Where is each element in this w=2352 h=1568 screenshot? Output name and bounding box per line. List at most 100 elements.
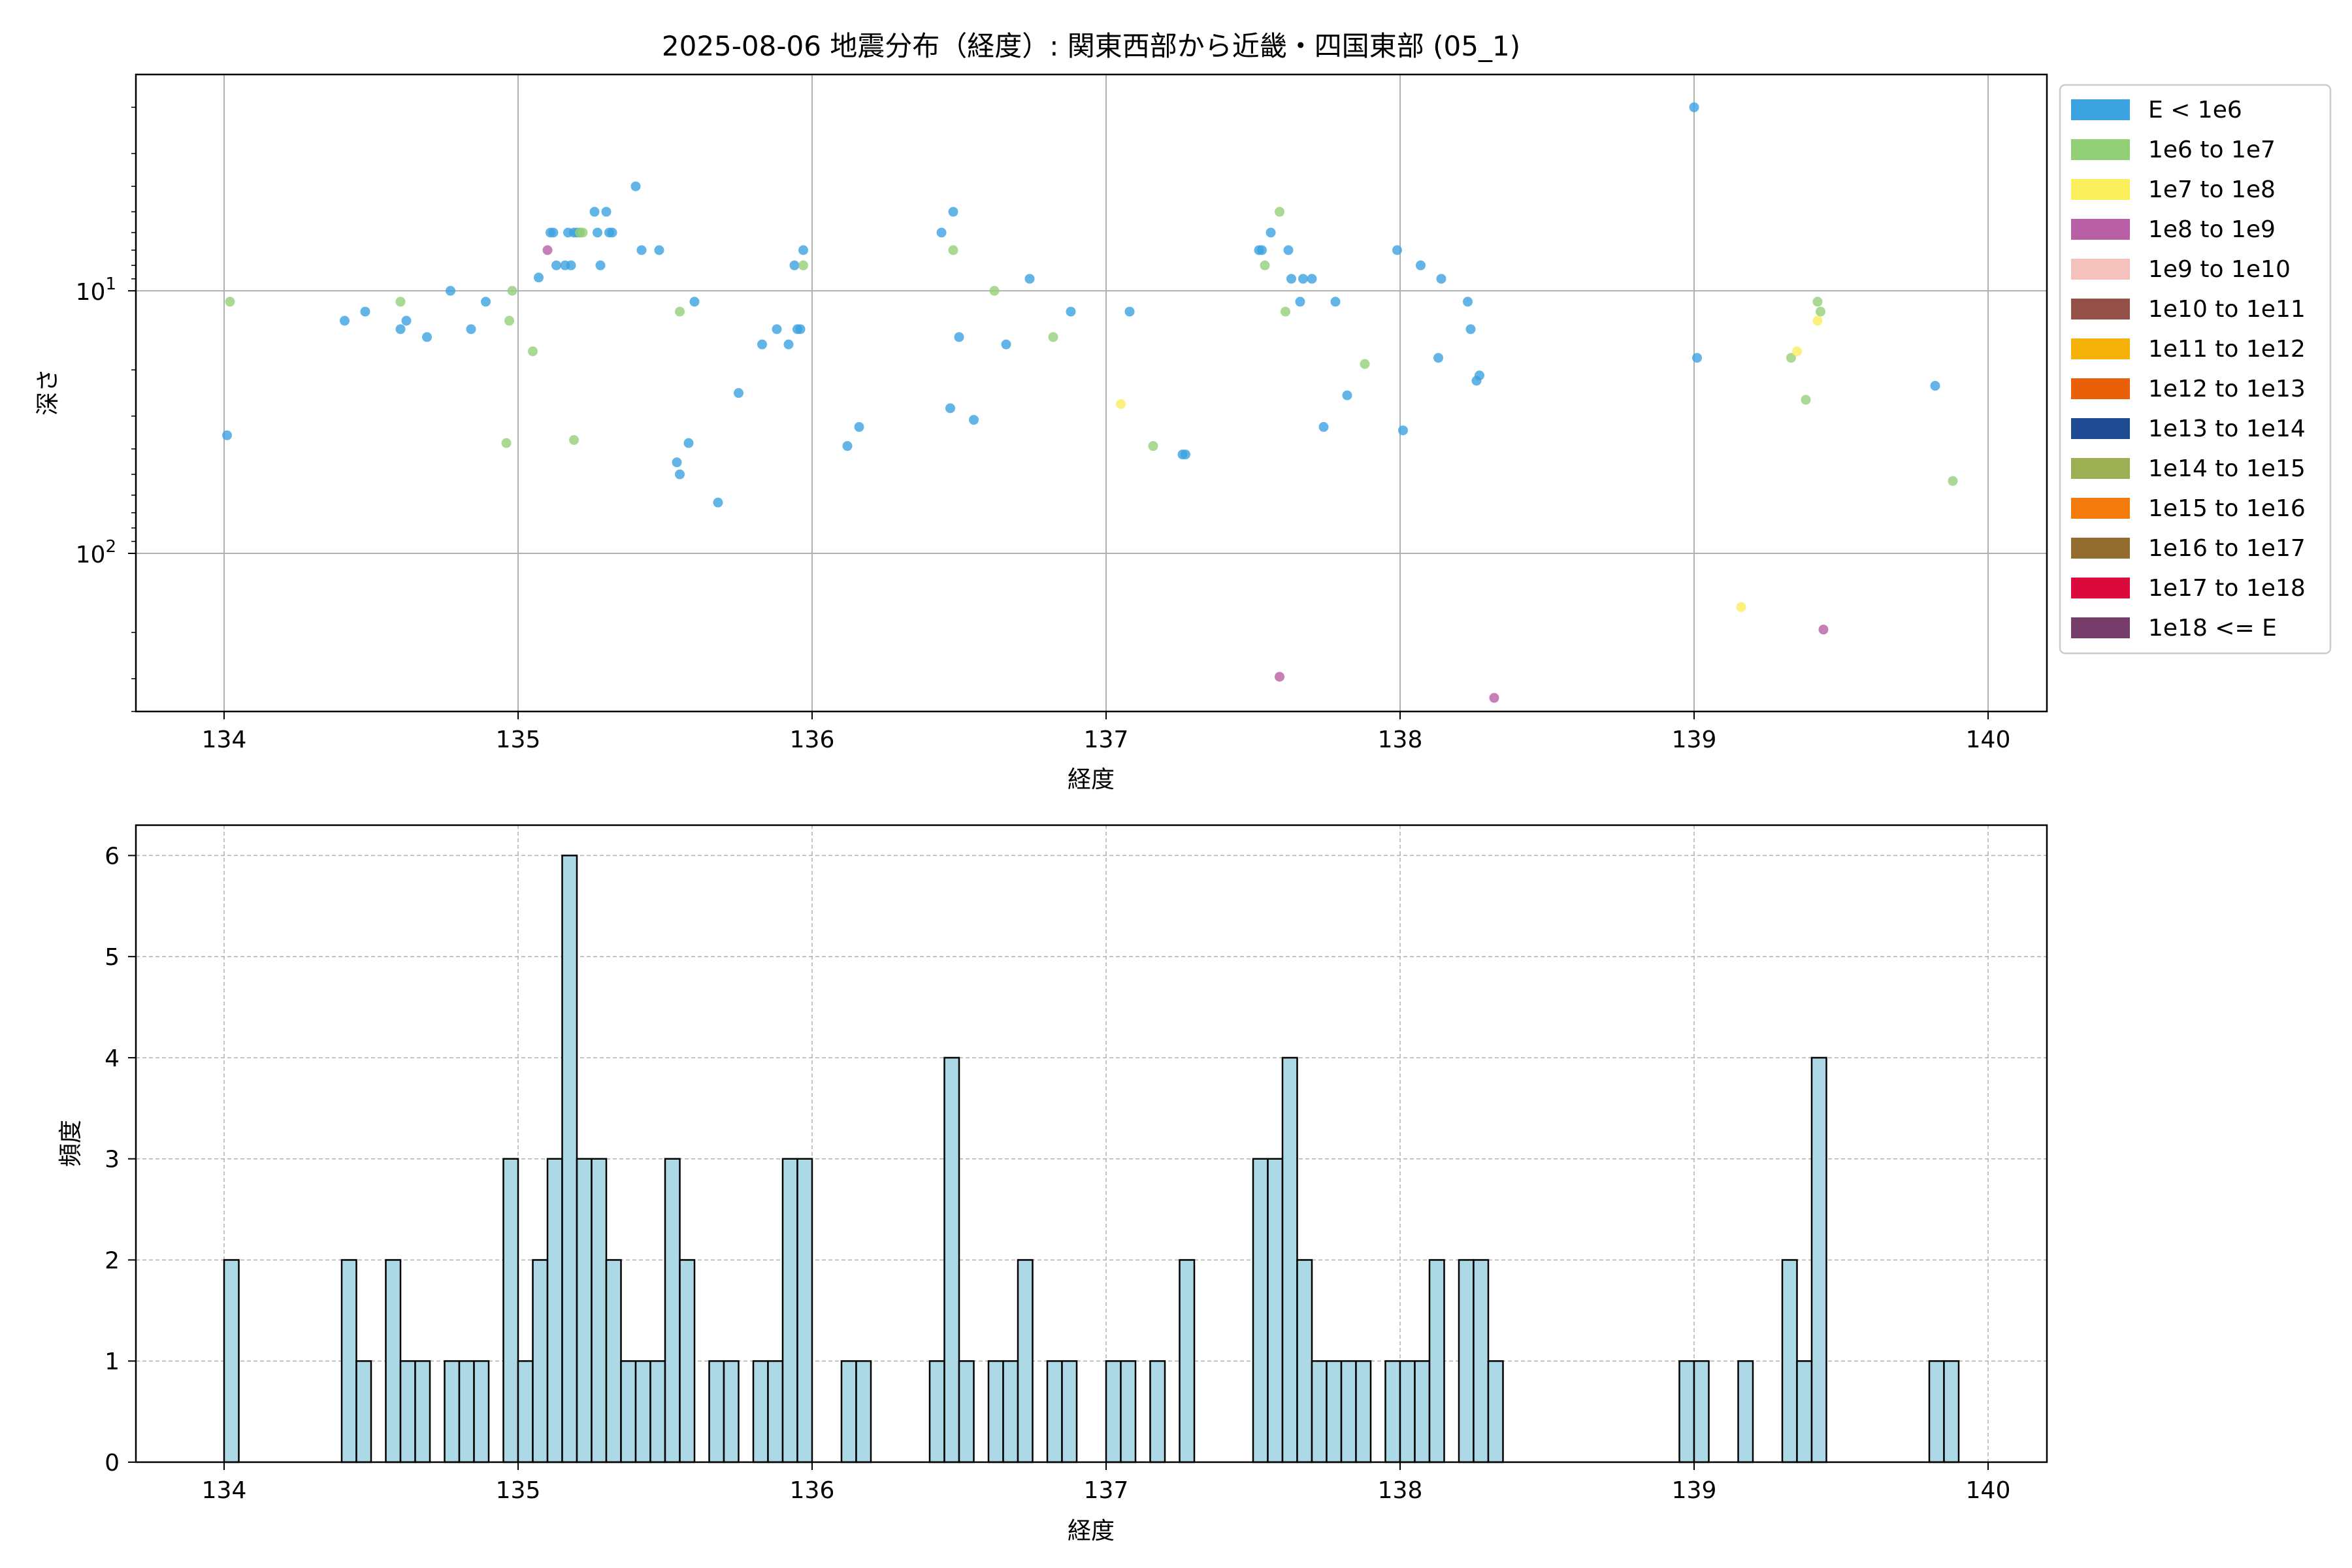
scatter-point [595, 260, 606, 270]
scatter-y-tick-exponent: 1 [105, 274, 116, 294]
scatter-point [675, 306, 685, 317]
scatter-point [593, 227, 602, 238]
histogram-bar [1678, 1360, 1695, 1463]
histogram-y-axis-label: 頻度 [57, 1120, 84, 1167]
histogram-bar [576, 1158, 593, 1463]
scatter-y-axis-label: 深さ [35, 368, 61, 416]
histogram-bar [1810, 1056, 1827, 1463]
histogram-bars [223, 855, 1960, 1463]
histogram-bar [1311, 1360, 1328, 1463]
histogram-y-tick-label: 6 [105, 843, 120, 870]
histogram-x-axis-label: 経度 [1068, 1518, 1115, 1544]
histogram-bar [340, 1259, 357, 1463]
histogram-bar [664, 1158, 681, 1463]
legend-swatch [2071, 139, 2130, 160]
scatter-point [1398, 425, 1408, 436]
scatter-point [672, 457, 682, 468]
scatter-point [734, 388, 743, 399]
scatter-x-axis-label: 経度 [1068, 766, 1115, 793]
legend-swatch [2071, 299, 2130, 319]
scatter-x-tick-label: 134 [202, 727, 247, 753]
legend-item: 1e8 to 1e9 [2071, 216, 2276, 243]
scatter-point [542, 245, 553, 255]
legend-item: 1e7 to 1e8 [2071, 176, 2276, 203]
histogram-y-tick-label: 0 [105, 1450, 120, 1477]
scatter-point [842, 441, 853, 451]
scatter-point [969, 415, 979, 425]
legend-label: 1e9 to 1e10 [2148, 256, 2291, 283]
legend-swatch [2071, 99, 2130, 120]
histogram-bar [781, 1158, 798, 1463]
legend-item: 1e14 to 1e15 [2071, 455, 2306, 482]
legend-label: 1e10 to 1e11 [2148, 296, 2306, 323]
scatter-point [1275, 206, 1284, 217]
legend-label: 1e13 to 1e14 [2148, 416, 2306, 442]
histogram-bar [1120, 1360, 1137, 1463]
histogram-bar [1002, 1360, 1019, 1463]
histogram-x-ticks: 134 135 136 137 138 139 140 [202, 1462, 2010, 1504]
histogram-bar [767, 1360, 784, 1463]
scatter-point [757, 339, 767, 350]
legend-swatch [2071, 617, 2130, 638]
scatter-point [1048, 332, 1058, 342]
histogram-bar [1473, 1259, 1490, 1463]
histogram-bar [444, 1360, 461, 1463]
histogram-y-tick-label: 2 [105, 1247, 120, 1274]
legend-swatch [2071, 498, 2130, 519]
histogram-bar [399, 1360, 416, 1463]
legend-item: 1e13 to 1e14 [2071, 416, 2306, 442]
scatter-point [446, 286, 455, 296]
scatter-point [772, 324, 782, 335]
legend-item: 1e6 to 1e7 [2071, 137, 2276, 163]
scatter-point [401, 316, 412, 326]
legend-item: 1e17 to 1e18 [2071, 575, 2306, 602]
legend-items: E < 1e6 1e6 to 1e7 1e7 to 1e8 1e8 to 1e9 1e9… [2071, 97, 2306, 642]
scatter-point [501, 438, 512, 448]
scatter-point [689, 297, 700, 307]
scatter-point [1433, 353, 1443, 363]
legend-item: E < 1e6 [2071, 97, 2242, 123]
histogram-bar [620, 1360, 637, 1463]
histogram-bar [1693, 1360, 1710, 1463]
scatter-point [675, 469, 685, 480]
scatter-point [607, 227, 617, 238]
histogram-bar [1179, 1259, 1196, 1463]
scatter-point [654, 245, 664, 255]
histogram-bar [532, 1259, 549, 1463]
legend-swatch [2071, 259, 2130, 280]
scatter-point [1342, 390, 1352, 400]
scatter-point [1463, 297, 1473, 307]
scatter-point [783, 339, 794, 350]
histogram-bar [1017, 1259, 1034, 1463]
histogram-y-tick-label: 4 [105, 1045, 120, 1072]
legend-swatch [2071, 338, 2130, 359]
scatter-point [1930, 381, 1940, 391]
histogram-bar [987, 1360, 1004, 1463]
scatter-point [1948, 476, 1958, 486]
scatter-point [1812, 316, 1823, 326]
histogram-bar [723, 1360, 740, 1463]
scatter-point [1330, 297, 1341, 307]
legend-label: 1e8 to 1e9 [2148, 216, 2276, 243]
legend-label: 1e18 <= E [2148, 615, 2277, 642]
legend-label: 1e11 to 1e12 [2148, 336, 2306, 363]
scatter-point [1689, 102, 1699, 112]
scatter-point [1116, 399, 1126, 409]
histogram-bar [1326, 1360, 1343, 1463]
scatter-point [504, 316, 514, 326]
legend-label: 1e12 to 1e13 [2148, 376, 2306, 402]
histogram-x-tick-label: 135 [496, 1477, 541, 1504]
histogram-bar [223, 1259, 240, 1463]
histogram-x-tick-label: 136 [790, 1477, 835, 1504]
histogram-bar [502, 1158, 519, 1463]
legend-item: 1e9 to 1e10 [2071, 256, 2291, 283]
scatter-point [551, 260, 561, 270]
legend-label: 1e14 to 1e15 [2148, 455, 2306, 482]
scatter-point [1266, 227, 1276, 238]
scatter-point [395, 324, 406, 335]
histogram-bar [1281, 1056, 1298, 1463]
scatter-point [1416, 260, 1426, 270]
histogram-bar [1061, 1360, 1078, 1463]
scatter-x-tick-label: 140 [1966, 727, 2011, 753]
scatter-point [1475, 370, 1484, 381]
